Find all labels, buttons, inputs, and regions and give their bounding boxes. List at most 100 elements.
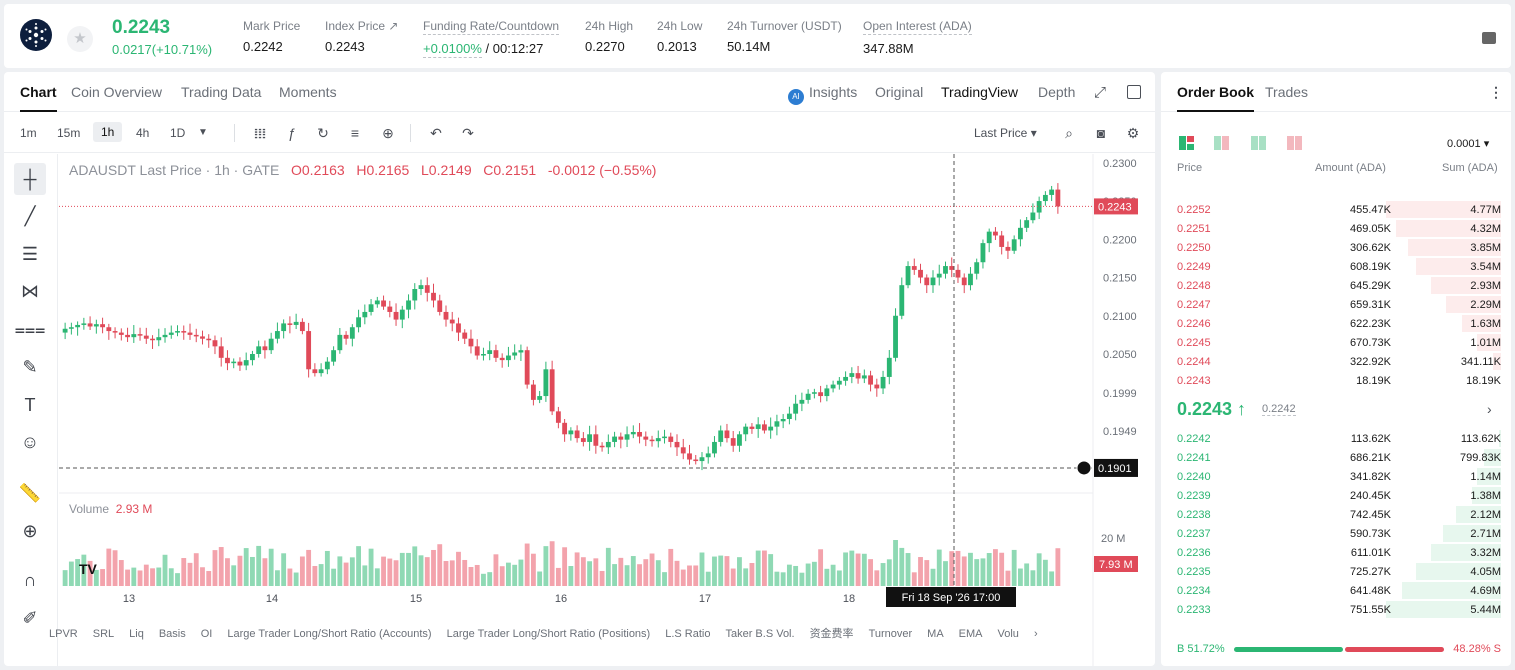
- insights-button[interactable]: AI Insights: [788, 84, 857, 105]
- indicator-tab[interactable]: MA: [927, 628, 944, 640]
- ask-row[interactable]: 0.2250 306.62K 3.85M: [1161, 238, 1511, 257]
- chevron-right-icon[interactable]: ›: [1487, 401, 1492, 417]
- high-value: H0.2165: [356, 162, 410, 178]
- tab-trading-data[interactable]: Trading Data: [181, 84, 262, 100]
- volume-bar: [749, 563, 755, 586]
- interval-dropdown-icon[interactable]: ▼: [198, 127, 208, 138]
- candle-body: [986, 231, 992, 244]
- bid-row[interactable]: 0.2235 725.27K 4.05M: [1161, 562, 1511, 581]
- text-tool-icon[interactable]: T: [24, 395, 36, 415]
- bid-row[interactable]: 0.2233 751.55K 5.44M: [1161, 600, 1511, 619]
- ask-row[interactable]: 0.2243 18.19K 18.19K: [1161, 371, 1511, 390]
- stat-index-price[interactable]: Index Price ↗ 0.2243: [325, 19, 398, 54]
- tab-coin-overview[interactable]: Coin Overview: [71, 84, 163, 100]
- tab-order-book[interactable]: Order Book: [1177, 84, 1255, 112]
- templates-icon[interactable]: ≡: [350, 125, 360, 141]
- indicators-icon[interactable]: ƒ: [288, 125, 296, 141]
- view-depth[interactable]: Depth: [1038, 84, 1076, 100]
- candle-body: [1055, 189, 1061, 207]
- funding-rate-value: +0.0100%: [423, 41, 482, 58]
- more-menu-icon[interactable]: ⋮: [1489, 84, 1503, 100]
- bid-row[interactable]: 0.2239 240.45K 1.38M: [1161, 486, 1511, 505]
- pencil-lock-icon[interactable]: ✐: [22, 608, 38, 628]
- precision-select[interactable]: 0.0001 ▾: [1447, 138, 1490, 150]
- crosshair-icon[interactable]: ┼: [14, 163, 46, 195]
- search-icon[interactable]: ⌕: [1065, 125, 1073, 141]
- indicator-tab[interactable]: Large Trader Long/Short Ratio (Positions…: [446, 628, 651, 640]
- sum-cell: 4.77M: [1470, 204, 1501, 216]
- price-source-select[interactable]: Last Price ▾: [974, 126, 1037, 140]
- view-tradingview[interactable]: TradingView: [941, 84, 1019, 100]
- bid-row[interactable]: 0.2241 686.21K 799.83K: [1161, 448, 1511, 467]
- indicator-tab[interactable]: Volu: [997, 628, 1019, 640]
- indicator-tab[interactable]: Large Trader Long/Short Ratio (Accounts): [227, 628, 432, 640]
- ask-row[interactable]: 0.2247 659.31K 2.29M: [1161, 295, 1511, 314]
- ask-row[interactable]: 0.2248 645.29K 2.93M: [1161, 276, 1511, 295]
- ask-row[interactable]: 0.2251 469.05K 4.32M: [1161, 219, 1511, 238]
- interval-4h[interactable]: 4h: [136, 126, 150, 140]
- book-asks-icon[interactable]: [1287, 136, 1303, 150]
- pattern-icon[interactable]: ⋈: [21, 281, 39, 301]
- book-bids-icon[interactable]: [1251, 136, 1267, 150]
- indicator-tab[interactable]: Basis: [158, 628, 186, 640]
- magnet-icon[interactable]: ∩: [23, 570, 37, 590]
- refresh-icon[interactable]: ↻: [317, 125, 329, 141]
- bid-row[interactable]: 0.2234 641.48K 4.69M: [1161, 581, 1511, 600]
- bid-row[interactable]: 0.2236 611.01K 3.32M: [1161, 543, 1511, 562]
- indicator-tab[interactable]: Liq: [129, 628, 144, 640]
- indicator-tab[interactable]: L.S Ratio: [665, 628, 711, 640]
- interval-1d[interactable]: 1D: [170, 126, 186, 140]
- book-both-icon[interactable]: [1179, 136, 1195, 150]
- add-alert-icon[interactable]: ⊕: [382, 125, 394, 141]
- ask-row[interactable]: 0.2246 622.23K 1.63M: [1161, 314, 1511, 333]
- horizontal-lines-icon[interactable]: ☰: [21, 244, 39, 264]
- indicator-tab[interactable]: LPVR: [49, 628, 78, 640]
- indicator-tab[interactable]: Turnover: [868, 628, 913, 640]
- book-icon[interactable]: [1482, 32, 1496, 44]
- bid-row[interactable]: 0.2242 113.62K 113.62K: [1161, 429, 1511, 448]
- indicator-tab[interactable]: 资金费率: [809, 628, 854, 640]
- indicator-tab[interactable]: OI: [200, 628, 213, 640]
- bid-row[interactable]: 0.2237 590.73K 2.71M: [1161, 524, 1511, 543]
- candle-body: [718, 430, 724, 442]
- redo-icon[interactable]: ↷: [462, 125, 474, 141]
- favorite-star-icon[interactable]: ★: [67, 26, 93, 52]
- trendline-icon[interactable]: ╱: [24, 206, 36, 226]
- emoji-icon[interactable]: ☺: [20, 432, 40, 452]
- undo-icon[interactable]: ↶: [430, 125, 442, 141]
- candle-body: [768, 426, 774, 431]
- ruler-icon[interactable]: 📏: [18, 483, 42, 503]
- ask-row[interactable]: 0.2252 455.47K 4.77M: [1161, 200, 1511, 219]
- interval-1m[interactable]: 1m: [20, 126, 37, 140]
- settings-gear-icon[interactable]: ⚙: [1126, 125, 1140, 141]
- camera-icon[interactable]: ◙: [1096, 125, 1106, 141]
- window-icon[interactable]: [1127, 85, 1141, 99]
- interval-15m[interactable]: 15m: [57, 126, 81, 140]
- ask-row[interactable]: 0.2245 670.73K 1.01M: [1161, 333, 1511, 352]
- y-tick-label: 0.2200: [1103, 234, 1137, 246]
- fib-icon[interactable]: ⩶: [14, 319, 46, 339]
- volume-bar: [905, 553, 911, 586]
- indicator-tab[interactable]: EMA: [958, 628, 983, 640]
- brush-icon[interactable]: ✎: [22, 357, 38, 377]
- interval-1h[interactable]: 1h: [93, 122, 123, 142]
- candle-body: [368, 304, 374, 312]
- view-original[interactable]: Original: [875, 84, 924, 100]
- ask-row[interactable]: 0.2249 608.19K 3.54M: [1161, 257, 1511, 276]
- book-mixed-icon[interactable]: [1214, 136, 1230, 150]
- tab-chart[interactable]: Chart: [20, 84, 57, 112]
- fullscreen-icon[interactable]: ⤢: [1094, 84, 1107, 101]
- price-chart[interactable]: 0.23000.22500.22000.21500.21000.20500.19…: [59, 154, 1155, 666]
- indicator-tab[interactable]: Taker B.S Vol.: [725, 628, 795, 640]
- tab-moments[interactable]: Moments: [279, 84, 337, 100]
- scroll-right-icon[interactable]: ›: [1033, 628, 1038, 640]
- bid-row[interactable]: 0.2238 742.45K 2.12M: [1161, 505, 1511, 524]
- ask-row[interactable]: 0.2244 322.92K 341.11K: [1161, 352, 1511, 371]
- indicator-tab[interactable]: SRL: [92, 628, 115, 640]
- candle-type-icon[interactable]: 𝍖: [253, 125, 267, 141]
- zoom-in-icon[interactable]: ⊕: [22, 521, 38, 541]
- bid-row[interactable]: 0.2240 341.82K 1.14M: [1161, 467, 1511, 486]
- candle-body: [193, 334, 199, 337]
- tab-trades[interactable]: Trades: [1265, 84, 1309, 100]
- volume-bar: [456, 551, 461, 586]
